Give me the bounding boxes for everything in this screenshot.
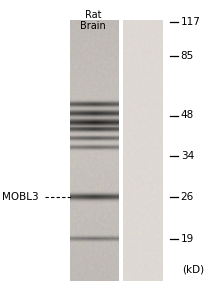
Text: 19: 19	[181, 233, 194, 244]
Text: MOBL3: MOBL3	[2, 191, 39, 202]
Text: 85: 85	[181, 50, 194, 61]
Text: 34: 34	[181, 151, 194, 161]
Text: Rat
Brain: Rat Brain	[80, 10, 106, 31]
Text: 26: 26	[181, 191, 194, 202]
Text: 117: 117	[181, 16, 201, 27]
Text: (kD): (kD)	[182, 265, 204, 275]
Text: 48: 48	[181, 110, 194, 121]
